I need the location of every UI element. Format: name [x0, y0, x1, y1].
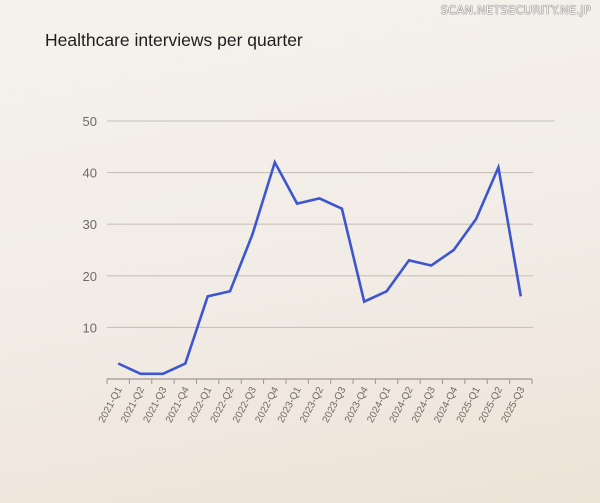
- y-tick-label: 30: [83, 217, 97, 232]
- y-tick-label: 20: [83, 269, 97, 284]
- gridlines: [107, 120, 555, 328]
- series-line: [117, 158, 523, 376]
- x-axis-tick-labels: 2021-Q12021-Q22021-Q32021-Q42022-Q12022-…: [97, 385, 528, 425]
- y-tick-label: 10: [83, 320, 97, 335]
- watermark: SCAN.NETSECURITY.NE.JP: [440, 3, 591, 17]
- y-tick-label: 40: [83, 166, 97, 181]
- x-axis: [106, 378, 533, 384]
- y-axis-ticks: 10 20 30 40 50: [83, 114, 97, 335]
- chart-title: Healthcare interviews per quarter: [45, 30, 303, 50]
- y-tick-label: 50: [83, 114, 97, 129]
